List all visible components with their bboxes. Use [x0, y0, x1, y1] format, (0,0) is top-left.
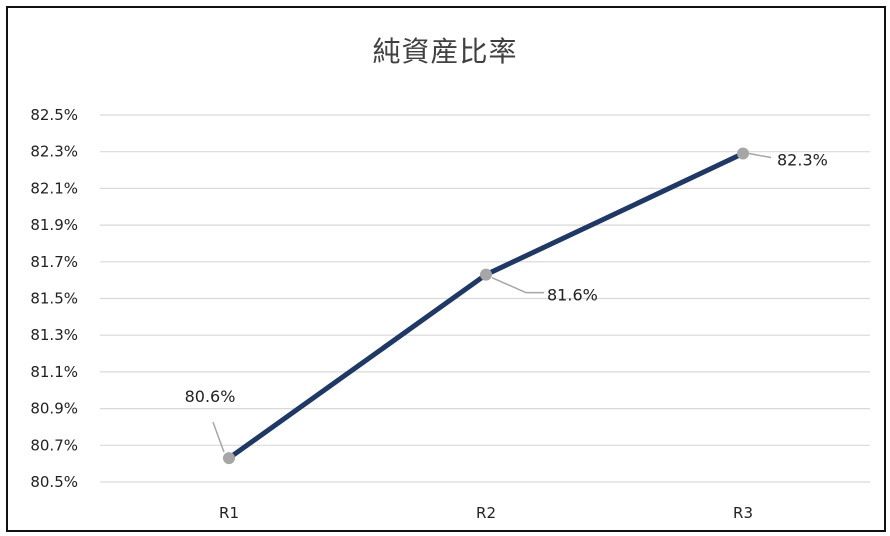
x-tick-label: R1 — [219, 504, 239, 522]
leader-line — [212, 421, 225, 453]
data-marker — [737, 147, 749, 160]
data-label: 82.3% — [777, 151, 828, 170]
y-tick-label: 80.7% — [30, 436, 78, 454]
data-label: 80.6% — [185, 387, 236, 406]
y-tick-label: 81.9% — [30, 216, 78, 234]
y-tick-label: 80.5% — [30, 473, 78, 491]
leader-line — [748, 152, 772, 159]
y-axis-ticks: 80.5% 80.7% 80.9% 81.1% 81.3% 81.5% 81.7% 81.9%… — [30, 106, 78, 491]
leader-line — [491, 276, 544, 294]
data-labels: 80.6% 81.6% 82.3% — [185, 151, 828, 407]
y-tick-label: 81.7% — [30, 253, 78, 271]
data-label: 81.6% — [547, 286, 598, 305]
x-axis-ticks: R1 R2 R3 — [219, 504, 753, 522]
y-tick-label: 82.5% — [30, 106, 78, 124]
data-marker — [480, 268, 492, 281]
y-tick-label: 80.9% — [30, 400, 78, 418]
x-tick-label: R2 — [476, 504, 496, 522]
chart-title: 純資産比率 — [372, 35, 518, 68]
series-line-layer — [226, 151, 746, 461]
y-tick-label: 82.1% — [30, 179, 78, 197]
y-tick-label: 82.3% — [30, 143, 78, 161]
series-line — [226, 151, 746, 461]
chart-frame — [6, 6, 886, 532]
leader-lines — [212, 152, 772, 453]
y-tick-label: 81.1% — [30, 363, 78, 381]
data-marker — [223, 452, 235, 465]
x-tick-label: R3 — [733, 504, 753, 522]
y-tick-label: 81.3% — [30, 326, 78, 344]
data-markers — [223, 147, 749, 465]
y-tick-label: 81.5% — [30, 290, 78, 308]
gridlines — [100, 114, 870, 483]
